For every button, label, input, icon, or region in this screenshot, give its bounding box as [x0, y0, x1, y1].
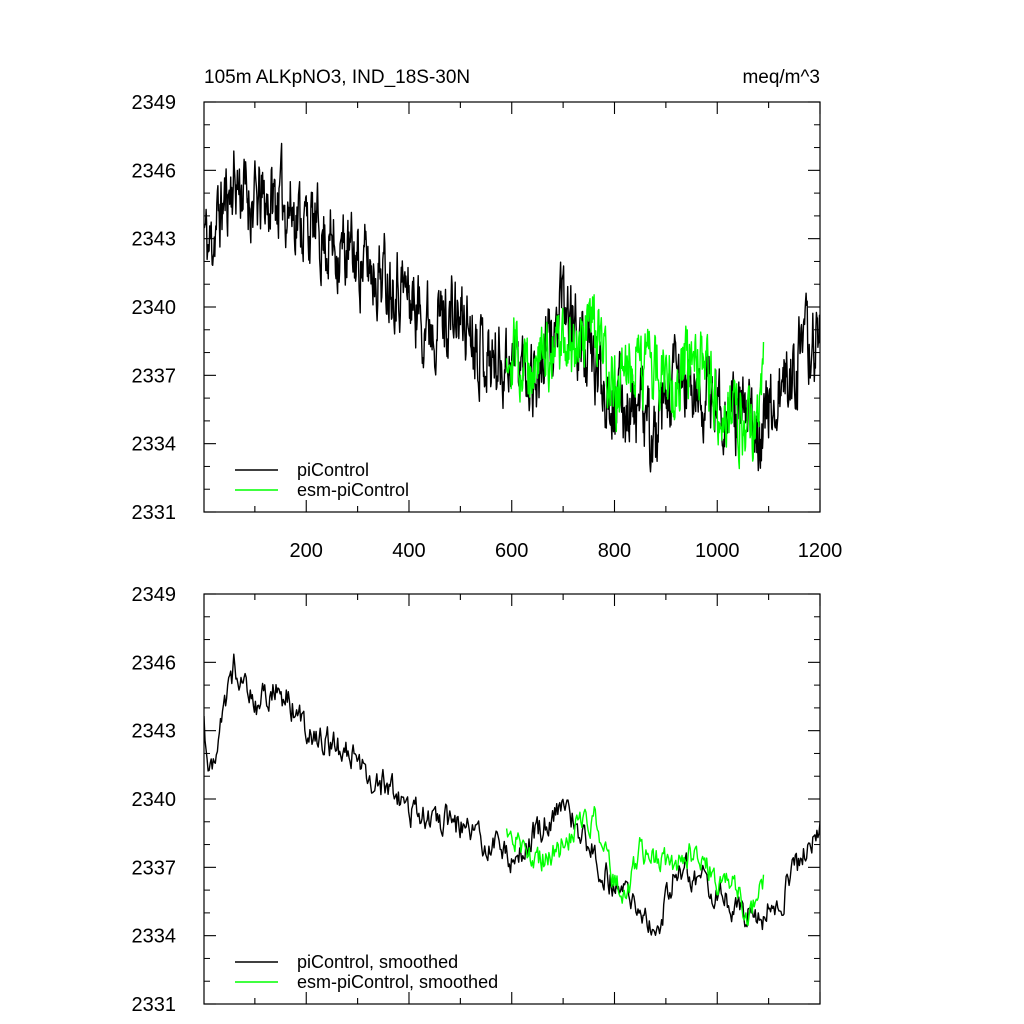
top-y-tick-label: 2349 — [132, 92, 177, 114]
top-panel: 2331 2334 2337 2340 2343 2346 2349 200 400 600 800… — [132, 67, 843, 562]
top-y-tick-label: 2343 — [132, 229, 177, 251]
bottom-y-tick-label: 2343 — [132, 721, 177, 743]
bottom-y-tick-label: 2340 — [132, 789, 177, 811]
bottom-series-esm-picontrol-line — [505, 806, 765, 926]
bottom-legend-label: esm-piControl, smoothed — [297, 972, 498, 992]
top-x-tick-label: 1200 — [798, 540, 843, 562]
top-x-tick-label: 600 — [495, 540, 528, 562]
bottom-y-tick-label: 2334 — [132, 926, 177, 948]
top-x-tick-label: 1000 — [695, 540, 740, 562]
top-y-tick-label: 2346 — [132, 160, 177, 182]
bottom-panel: 2331 2334 2337 2340 2343 2346 2349 piControl, s… — [132, 584, 821, 1016]
top-y-tick-label: 2331 — [132, 502, 177, 524]
top-x-tick-label: 400 — [392, 540, 425, 562]
top-y-tick-label: 2337 — [132, 365, 177, 387]
top-units-label: meq/m^3 — [742, 67, 820, 88]
bottom-plot-frame — [203, 593, 821, 1005]
top-y-tick-label: 2334 — [132, 434, 177, 456]
top-series-esm-picontrol-line — [505, 294, 765, 470]
top-x-tick-label: 800 — [598, 540, 631, 562]
top-y-tick-label: 2340 — [132, 297, 177, 319]
bottom-y-tick-label: 2337 — [132, 857, 177, 879]
bottom-y-tick-label: 2349 — [132, 584, 177, 606]
top-series-picontrol-line — [204, 142, 820, 473]
bottom-series-picontrol-line — [204, 653, 820, 936]
top-chart-title: 105m ALKpNO3, IND_18S-30N — [204, 67, 470, 88]
bottom-y-tick-label: 2346 — [132, 652, 177, 674]
bottom-legend-label: piControl, smoothed — [297, 952, 458, 972]
top-plot-frame — [203, 101, 821, 513]
top-legend-label: piControl — [297, 460, 369, 480]
bottom-y-tick-label: 2331 — [132, 994, 177, 1016]
top-legend-label: esm-piControl — [297, 480, 409, 500]
top-x-tick-label: 200 — [290, 540, 323, 562]
